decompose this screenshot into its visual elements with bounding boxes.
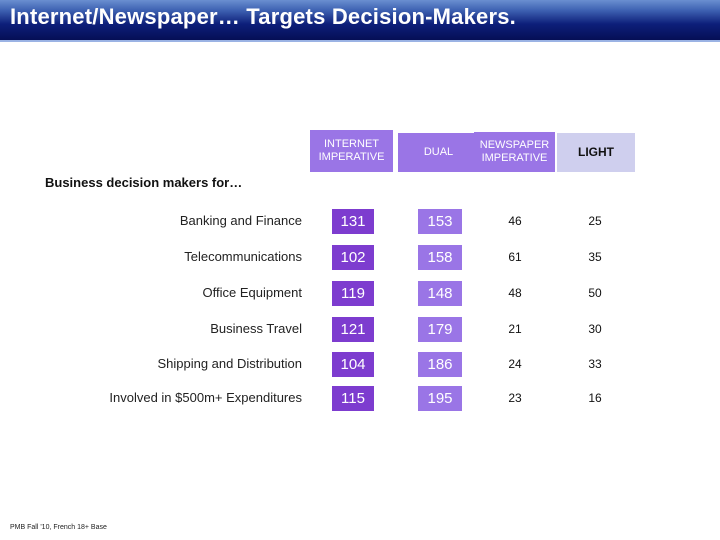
dual-value-cell: 186 [418, 352, 462, 377]
internet-value-cell: 119 [332, 281, 374, 306]
dual-value-cell: 148 [418, 281, 462, 306]
header-light: LIGHT [557, 133, 635, 172]
newspaper-value: 23 [508, 391, 522, 405]
row-label: Telecommunications [184, 249, 302, 264]
header-internet-imperative: INTERNET IMPERATIVE [310, 130, 393, 172]
light-value: 16 [588, 391, 602, 405]
row-label: Banking and Finance [179, 213, 302, 228]
header-dual: DUAL [398, 133, 479, 172]
light-value: 25 [588, 214, 602, 228]
title-bar: Internet/Newspaper… Targets Decision-Mak… [0, 0, 720, 40]
header-newspaper-imperative: NEWSPAPER IMPERATIVE [474, 132, 555, 172]
dual-value-cell: 158 [418, 245, 462, 270]
slide-title: Internet/Newspaper… Targets Decision-Mak… [10, 4, 516, 29]
light-value: 35 [588, 250, 602, 264]
light-value: 30 [588, 322, 602, 336]
light-value: 33 [588, 357, 602, 371]
newspaper-value: 24 [508, 357, 522, 371]
newspaper-value: 21 [508, 322, 522, 336]
internet-value-cell: 115 [332, 386, 374, 411]
row-label: Office Equipment [202, 285, 302, 300]
newspaper-value: 61 [508, 250, 522, 264]
dual-value-cell: 195 [418, 386, 462, 411]
newspaper-value: 48 [508, 286, 522, 300]
light-value: 50 [588, 286, 602, 300]
section-subtitle: Business decision makers for… [45, 175, 243, 190]
title-bar-underline [0, 40, 720, 42]
newspaper-value: 46 [508, 214, 522, 228]
internet-value-cell: 131 [332, 209, 374, 234]
row-label: Involved in $500m+ Expenditures [109, 390, 302, 405]
internet-value-cell: 104 [332, 352, 374, 377]
internet-value-cell: 102 [332, 245, 374, 270]
source-footnote: PMB Fall '10, French 18+ Base [10, 524, 107, 531]
dual-value-cell: 179 [418, 317, 462, 342]
row-label: Shipping and Distribution [157, 356, 302, 371]
row-label: Business Travel [210, 321, 302, 336]
internet-value-cell: 121 [332, 317, 374, 342]
dual-value-cell: 153 [418, 209, 462, 234]
